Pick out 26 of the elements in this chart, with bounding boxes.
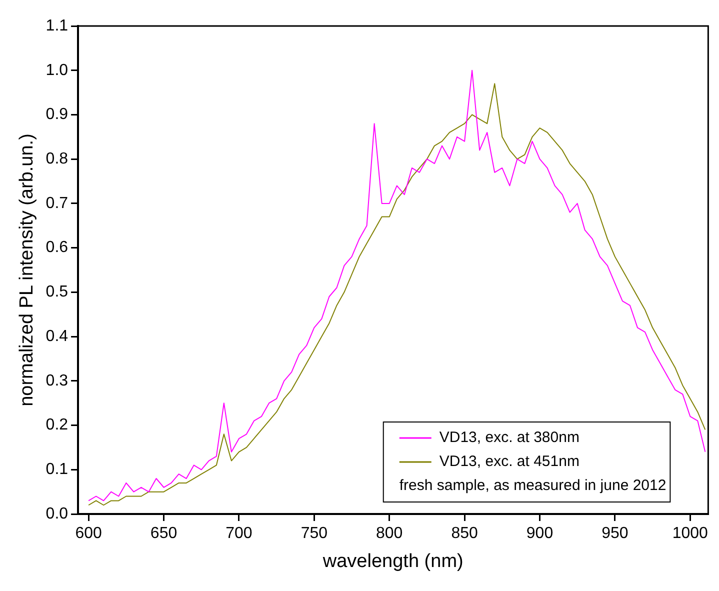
y-tick-label: 0.6	[46, 239, 68, 256]
x-tick-label: 950	[602, 525, 628, 542]
y-tick-label: 0.2	[46, 416, 68, 434]
y-tick-label: 0.1	[46, 461, 68, 478]
y-tick-label: 0.0	[46, 505, 68, 522]
x-tick-label: 800	[376, 525, 403, 542]
y-axis-title: normalized PL intensity (arb.un.)	[16, 134, 38, 406]
y-tick-label: 0.3	[46, 372, 68, 390]
y-tick-label: 1.0	[46, 62, 68, 79]
x-tick-label: 1000	[672, 525, 708, 542]
x-axis-title: wavelength (nm)	[322, 550, 464, 572]
x-tick-label: 650	[150, 525, 178, 542]
y-tick-label: 0.5	[46, 284, 68, 301]
x-tick-label: 750	[300, 525, 328, 542]
y-tick-label: 0.7	[46, 194, 68, 212]
x-tick-label: 850	[451, 525, 478, 542]
y-tick-label: 1.1	[46, 17, 68, 34]
x-tick-label: 600	[75, 525, 102, 542]
y-tick-label: 0.4	[46, 328, 68, 345]
y-tick-label: 0.8	[46, 150, 68, 168]
legend-label: VD13, exc. at 451nm	[439, 453, 580, 470]
x-tick-label: 700	[226, 525, 252, 542]
x-tick-label: 900	[526, 525, 554, 542]
legend-label: VD13, exc. at 380nm	[439, 429, 580, 446]
annotation: fresh sample, as measured in june 2012	[399, 477, 666, 494]
y-tick-label: 0.9	[46, 106, 68, 124]
